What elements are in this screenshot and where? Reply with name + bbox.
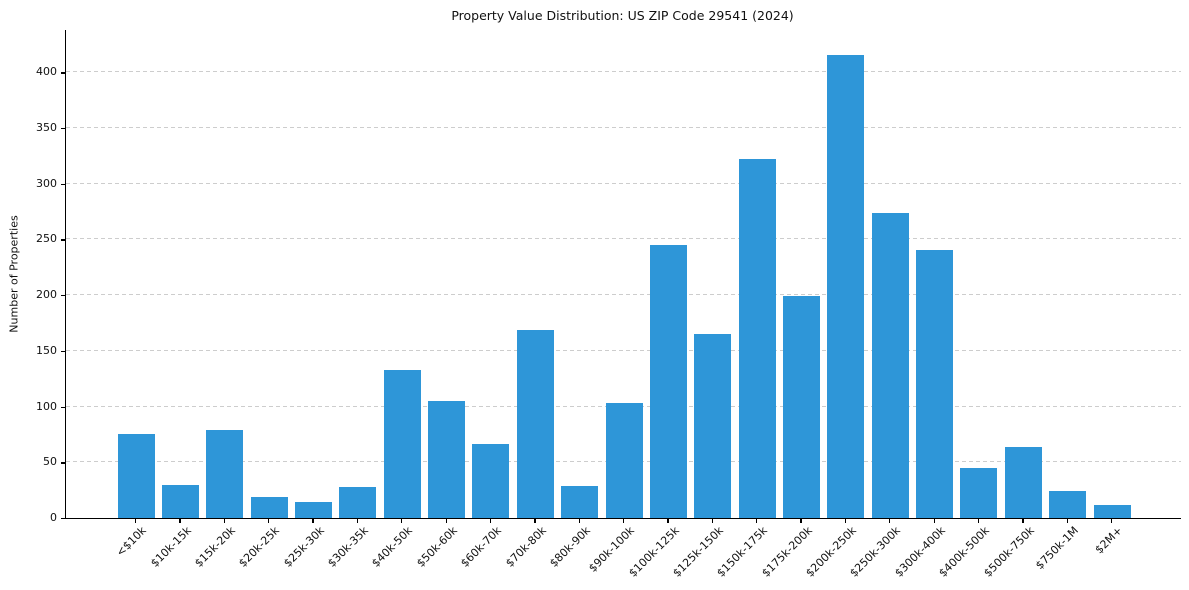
x-tick-label: $40k-50k	[369, 524, 416, 570]
x-tick-label: $50k-60k	[413, 524, 460, 570]
x-tick-label: <$10k	[114, 524, 150, 560]
x-tick-label: $80k-90k	[547, 524, 593, 570]
x-tick-mark	[756, 519, 758, 523]
y-tick-label: 150	[36, 343, 57, 357]
bar-$2M+	[1093, 504, 1131, 518]
bar-$100k-125k	[649, 245, 687, 518]
bar-$80k-90k	[561, 485, 599, 518]
x-tick-mark	[933, 519, 935, 523]
bar-$40k-50k	[383, 369, 421, 518]
bar-$250k-300k	[871, 212, 909, 518]
bar-$10k-15k	[161, 484, 199, 518]
x-tick-mark	[312, 519, 314, 523]
y-gridline	[66, 182, 1181, 184]
y-tick-label: 0	[50, 511, 57, 524]
bar-$20k-25k	[250, 496, 288, 518]
x-tick-mark	[268, 519, 270, 523]
y-tick-mark	[61, 295, 65, 297]
bar-$300k-400k	[916, 249, 954, 518]
bar-$25k-30k	[294, 502, 332, 518]
y-tick-mark	[61, 183, 65, 186]
x-tick-label: $25k-30k	[280, 524, 327, 570]
x-tick-mark	[179, 519, 181, 523]
y-tick-label: 300	[36, 176, 57, 190]
y-tick-label: 100	[36, 399, 57, 413]
x-tick-label: $750k-1M	[1032, 524, 1081, 572]
bar-$400k-500k	[960, 467, 998, 518]
x-tick-mark	[977, 519, 980, 523]
y-tick-mark	[61, 239, 65, 241]
plot-area	[65, 30, 1181, 519]
x-tick-mark	[401, 519, 403, 523]
y-tick-mark	[61, 350, 65, 353]
y-tick-label: 200	[36, 288, 57, 302]
bar-$125k-150k	[694, 334, 732, 518]
x-tick-mark	[445, 519, 447, 523]
bar-$500k-750k	[1004, 446, 1042, 518]
bar-$60k-70k	[472, 444, 510, 518]
x-tick-mark	[135, 519, 137, 523]
x-tick-label: $70k-80k	[502, 524, 549, 570]
bar-$200k-250k	[827, 54, 865, 518]
bar-$50k-60k	[428, 401, 466, 518]
y-tick-mark	[61, 518, 65, 520]
y-tick-mark	[61, 72, 65, 74]
x-tick-mark	[667, 519, 669, 523]
x-tick-mark	[223, 519, 226, 523]
x-tick-mark	[889, 519, 891, 523]
x-tick-label: $15k-20k	[192, 524, 238, 570]
x-tick-label: $2M+	[1092, 524, 1126, 557]
x-tick-mark	[800, 519, 802, 523]
x-tick-mark	[356, 519, 359, 523]
bar-$90k-100k	[605, 403, 643, 518]
chart-title: Property Value Distribution: US ZIP Code…	[451, 8, 794, 23]
x-tick-mark	[623, 519, 625, 523]
y-tick-label: 400	[36, 65, 57, 79]
x-tick-mark	[1022, 519, 1024, 523]
y-tick-label: 250	[36, 232, 57, 246]
y-gridline	[66, 294, 1181, 296]
y-tick-mark	[61, 128, 65, 130]
x-tick-label: $30k-35k	[325, 524, 372, 570]
bar-$175k-200k	[782, 296, 820, 518]
y-gridline	[66, 71, 1181, 73]
x-tick-mark	[489, 519, 492, 523]
y-gridline	[66, 127, 1181, 129]
x-tick-mark	[578, 519, 580, 523]
x-tick-label: $10k-15k	[147, 524, 194, 570]
bar-$150k-175k	[738, 159, 776, 518]
y-gridline	[66, 349, 1181, 351]
x-tick-mark	[711, 519, 714, 523]
bar-$15k-20k	[206, 429, 244, 518]
bar-<$10k	[117, 434, 155, 518]
bar-$30k-35k	[339, 486, 377, 518]
y-tick-label: 350	[36, 121, 57, 135]
y-tick-label: 50	[43, 455, 57, 469]
x-tick-mark	[534, 519, 536, 523]
y-tick-mark	[61, 406, 65, 408]
bar-$750k-1M	[1049, 491, 1087, 518]
y-gridline	[66, 238, 1181, 240]
bar-$70k-80k	[516, 329, 554, 518]
x-tick-mark	[1111, 519, 1113, 523]
x-tick-label: $60k-70k	[458, 524, 505, 570]
x-tick-mark	[844, 519, 847, 523]
x-tick-label: $20k-25k	[236, 524, 283, 570]
x-tick-mark	[1066, 519, 1068, 523]
y-tick-mark	[61, 462, 65, 464]
